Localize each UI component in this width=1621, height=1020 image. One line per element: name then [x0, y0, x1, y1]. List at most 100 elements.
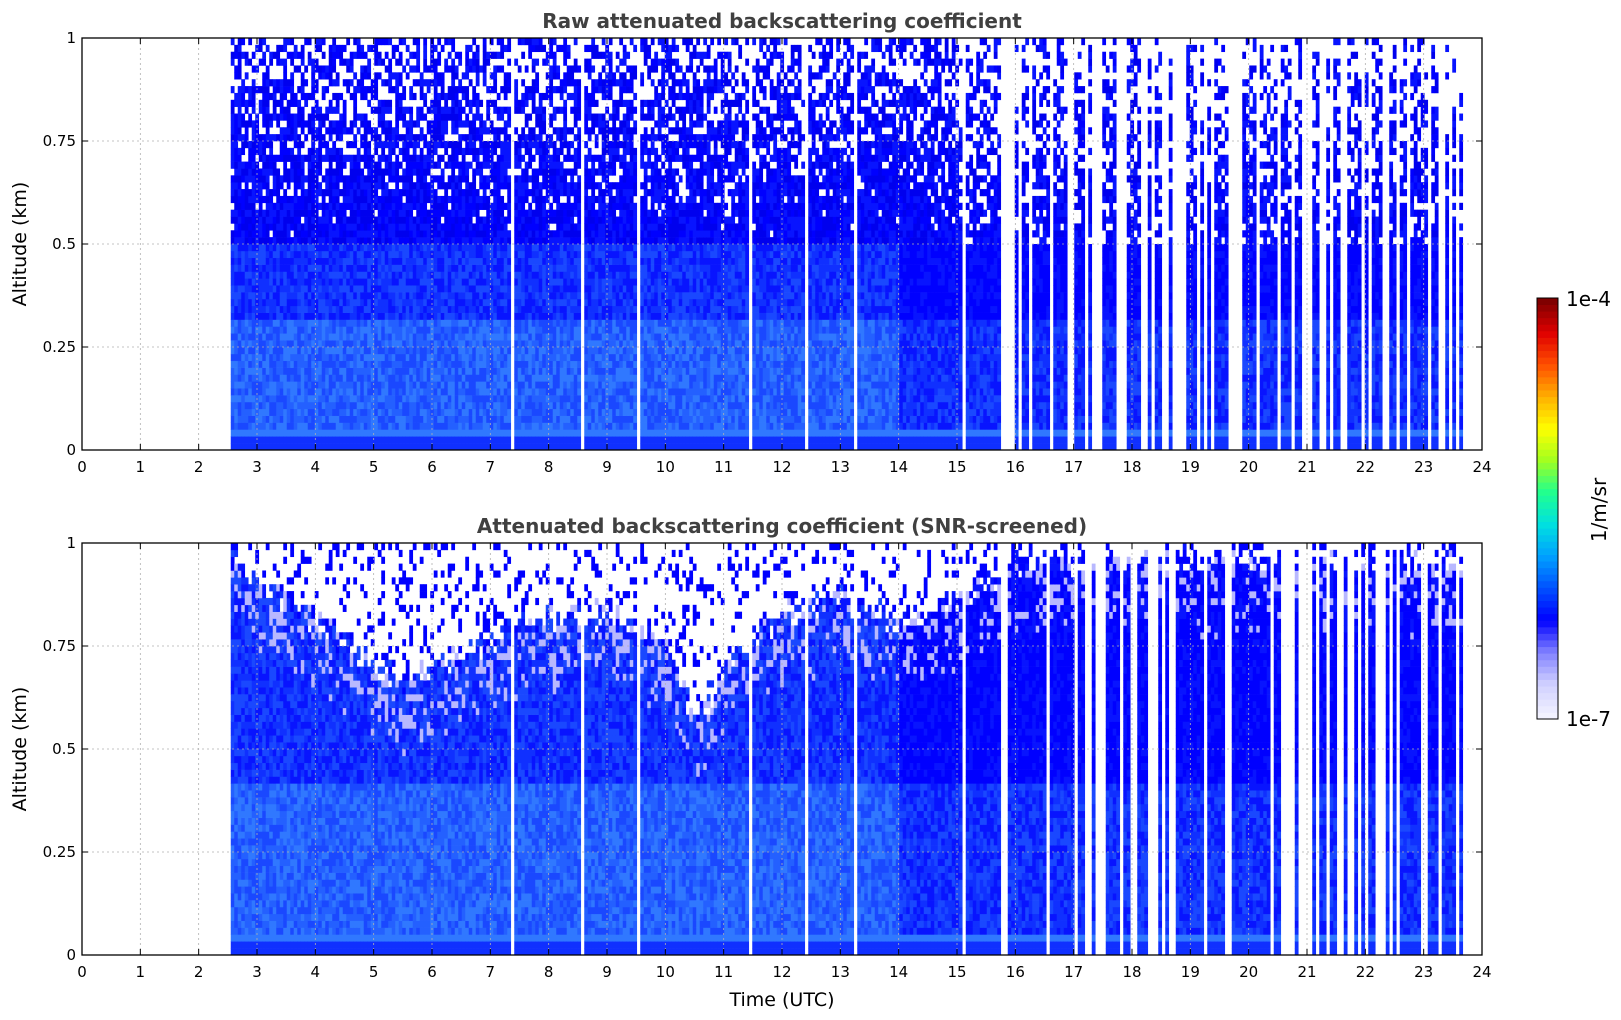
heatmap-cell	[251, 422, 256, 430]
heatmap-cell	[503, 92, 508, 101]
heatmap-cell	[293, 388, 298, 396]
heatmap-cell	[563, 312, 568, 320]
heatmap-cell	[363, 278, 368, 286]
heatmap-cell	[475, 408, 480, 416]
heatmap-cell	[535, 312, 540, 320]
heatmap-cell	[353, 51, 358, 59]
heatmap-cell	[545, 292, 550, 300]
heatmap-cell	[311, 237, 316, 245]
heatmap-cell	[465, 395, 470, 403]
heatmap-cell	[437, 395, 442, 403]
heatmap-cell	[395, 285, 400, 293]
heatmap-cell	[328, 175, 333, 183]
heatmap-cell	[318, 381, 323, 389]
heatmap-cell	[514, 298, 519, 307]
heatmap-cell	[566, 223, 571, 231]
heatmap-cell	[328, 257, 333, 265]
heatmap-cell	[304, 257, 309, 265]
heatmap-cell	[405, 223, 410, 231]
heatmap-cell	[237, 333, 242, 341]
heatmap-cell	[363, 429, 368, 437]
heatmap-cell	[367, 72, 372, 80]
heatmap-cell	[237, 395, 242, 403]
heatmap-cell	[342, 319, 347, 327]
heatmap-cell	[311, 189, 316, 197]
heatmap-cell	[486, 154, 491, 162]
heatmap-cell	[398, 292, 403, 300]
heatmap-cell	[391, 353, 396, 362]
heatmap-cell	[367, 347, 372, 355]
heatmap-cell	[559, 319, 564, 327]
heatmap-cell	[552, 161, 557, 169]
heatmap-cell	[300, 175, 305, 183]
heatmap-cell	[566, 195, 571, 204]
heatmap-cell	[346, 278, 351, 286]
heatmap-cell	[283, 353, 288, 362]
heatmap-cell	[314, 305, 319, 313]
heatmap-cell	[360, 86, 365, 94]
heatmap-cell	[493, 340, 498, 348]
heatmap-cell	[293, 429, 298, 437]
heatmap-cell	[286, 305, 291, 313]
heatmap-cell	[398, 319, 403, 327]
heatmap-cell	[290, 92, 295, 101]
heatmap-cell	[423, 195, 428, 204]
heatmap-cell	[248, 38, 253, 46]
heatmap-cell	[465, 168, 470, 176]
heatmap-cell	[465, 285, 470, 293]
heatmap-cell	[297, 312, 302, 320]
heatmap-cell	[430, 182, 435, 190]
heatmap-cell	[279, 195, 284, 204]
heatmap-cell	[269, 134, 274, 142]
heatmap-cell	[391, 189, 396, 197]
heatmap-cell	[353, 408, 358, 416]
heatmap-cell	[549, 154, 554, 162]
heatmap-cell	[423, 44, 428, 53]
heatmap-cell	[405, 195, 410, 204]
heatmap-cell	[258, 141, 263, 149]
heatmap-cell	[528, 264, 533, 272]
heatmap-cell	[402, 38, 407, 46]
heatmap-cell	[503, 127, 508, 135]
heatmap-cell	[524, 168, 529, 176]
heatmap-cell	[556, 422, 561, 430]
heatmap-cell	[262, 161, 267, 169]
heatmap-cell	[241, 216, 246, 224]
heatmap-cell	[517, 298, 522, 307]
heatmap-cell	[458, 147, 463, 156]
heatmap-cell	[559, 92, 564, 101]
heatmap-cell	[556, 264, 561, 272]
heatmap-cell	[325, 106, 330, 114]
heatmap-cell	[363, 161, 368, 169]
heatmap-cell	[318, 298, 323, 307]
heatmap-cell	[363, 285, 368, 293]
heatmap-cell	[531, 271, 536, 279]
heatmap-cell	[545, 347, 550, 355]
heatmap-cell	[335, 92, 340, 101]
heatmap-cell	[552, 415, 557, 423]
heatmap-cell	[360, 367, 365, 375]
heatmap-cell	[542, 429, 547, 437]
heatmap-cell	[521, 175, 526, 183]
heatmap-cell	[265, 278, 270, 286]
heatmap-cell	[507, 319, 512, 327]
heatmap-cell	[549, 395, 554, 403]
heatmap-cell	[374, 374, 379, 382]
heatmap-cell	[391, 347, 396, 355]
heatmap-cell	[353, 264, 358, 272]
heatmap-cell	[363, 72, 368, 80]
heatmap-cell	[517, 340, 522, 348]
heatmap-cell	[251, 92, 256, 101]
heatmap-cell	[416, 44, 421, 53]
heatmap-cell	[244, 429, 249, 437]
heatmap-cell	[251, 257, 256, 265]
heatmap-cell	[342, 347, 347, 355]
heatmap-cell	[538, 106, 543, 114]
heatmap-cell	[311, 401, 316, 410]
heatmap-cell	[307, 429, 312, 437]
heatmap-cell	[440, 257, 445, 265]
heatmap-cell	[374, 264, 379, 272]
heatmap-cell	[472, 51, 477, 59]
heatmap-cell	[384, 408, 389, 416]
heatmap-cell	[472, 395, 477, 403]
